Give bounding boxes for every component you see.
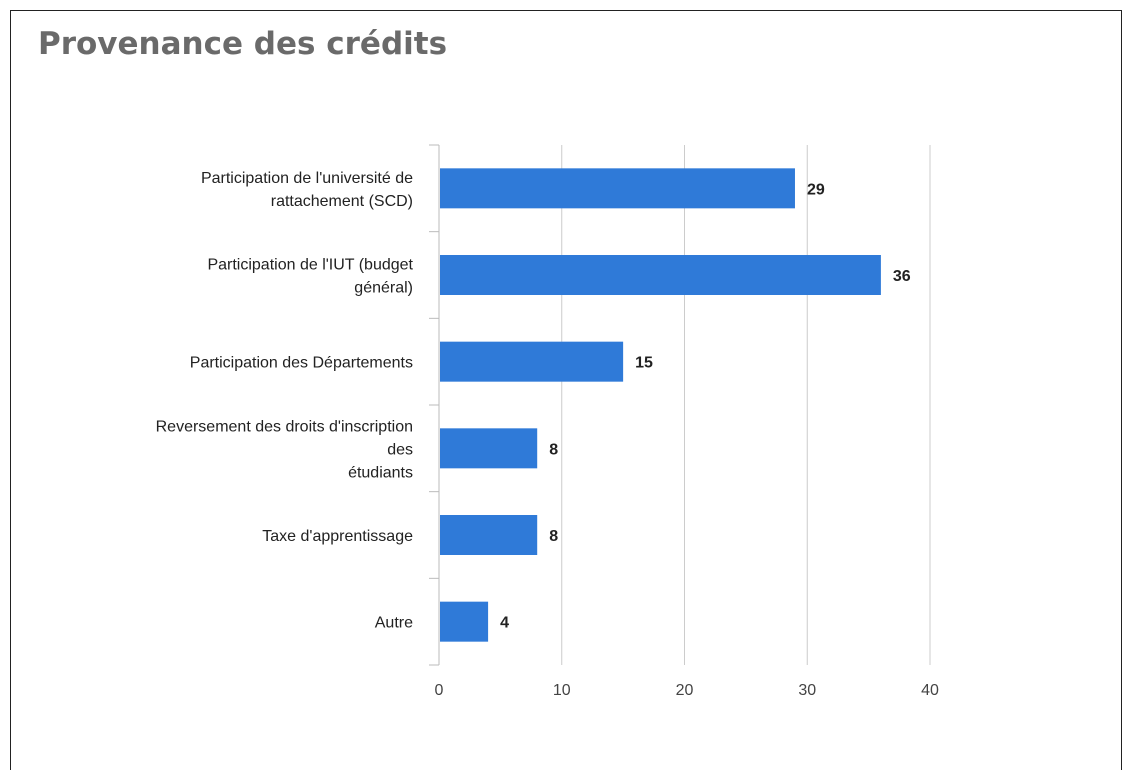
category-label-line: Taxe d'apprentissage xyxy=(262,528,413,545)
category-label-line: Autre xyxy=(375,615,413,632)
x-tick-label-2: 20 xyxy=(676,682,694,699)
bar-2 xyxy=(440,341,624,382)
bar-4 xyxy=(440,515,538,555)
value-label-3: 8 xyxy=(549,441,558,458)
x-tick-label-4: 40 xyxy=(921,682,939,699)
category-label-line: Participation des Départements xyxy=(190,355,413,372)
x-tick-label-1: 10 xyxy=(553,682,571,699)
bar-1 xyxy=(440,255,881,295)
value-label-5: 4 xyxy=(500,615,509,632)
category-label-line: des xyxy=(387,441,413,458)
bar-0 xyxy=(440,168,795,209)
value-label-1: 36 xyxy=(893,268,911,285)
value-label-2: 15 xyxy=(635,355,653,372)
category-label-2: Participation des Départements xyxy=(190,355,413,372)
category-label-line: étudiants xyxy=(348,464,413,481)
bar-5 xyxy=(440,601,489,642)
category-label-line: rattachement (SCD) xyxy=(271,193,413,210)
category-label-line: Participation de l'IUT (budget xyxy=(207,257,413,274)
category-label-line: Participation de l'université de xyxy=(201,170,413,187)
bar-3 xyxy=(440,428,538,469)
category-label-1: Participation de l'IUT (budget général) xyxy=(207,257,413,297)
value-label-0: 29 xyxy=(807,181,825,198)
category-label-line: général) xyxy=(354,280,413,297)
chart-frame xyxy=(10,10,1122,770)
category-label-0: Participation de l'université de rattache… xyxy=(201,170,413,210)
category-label-4: Taxe d'apprentissage xyxy=(262,528,413,545)
category-label-3: Reversement des droits d'inscription des é… xyxy=(156,418,413,481)
category-label-line: Reversement des droits d'inscription xyxy=(156,418,413,435)
value-label-4: 8 xyxy=(549,528,558,545)
page-title: Provenance des crédits xyxy=(38,26,448,62)
x-tick-label-0: 0 xyxy=(435,682,444,699)
category-label-5: Autre xyxy=(375,615,413,632)
x-tick-label-3: 30 xyxy=(798,682,816,699)
